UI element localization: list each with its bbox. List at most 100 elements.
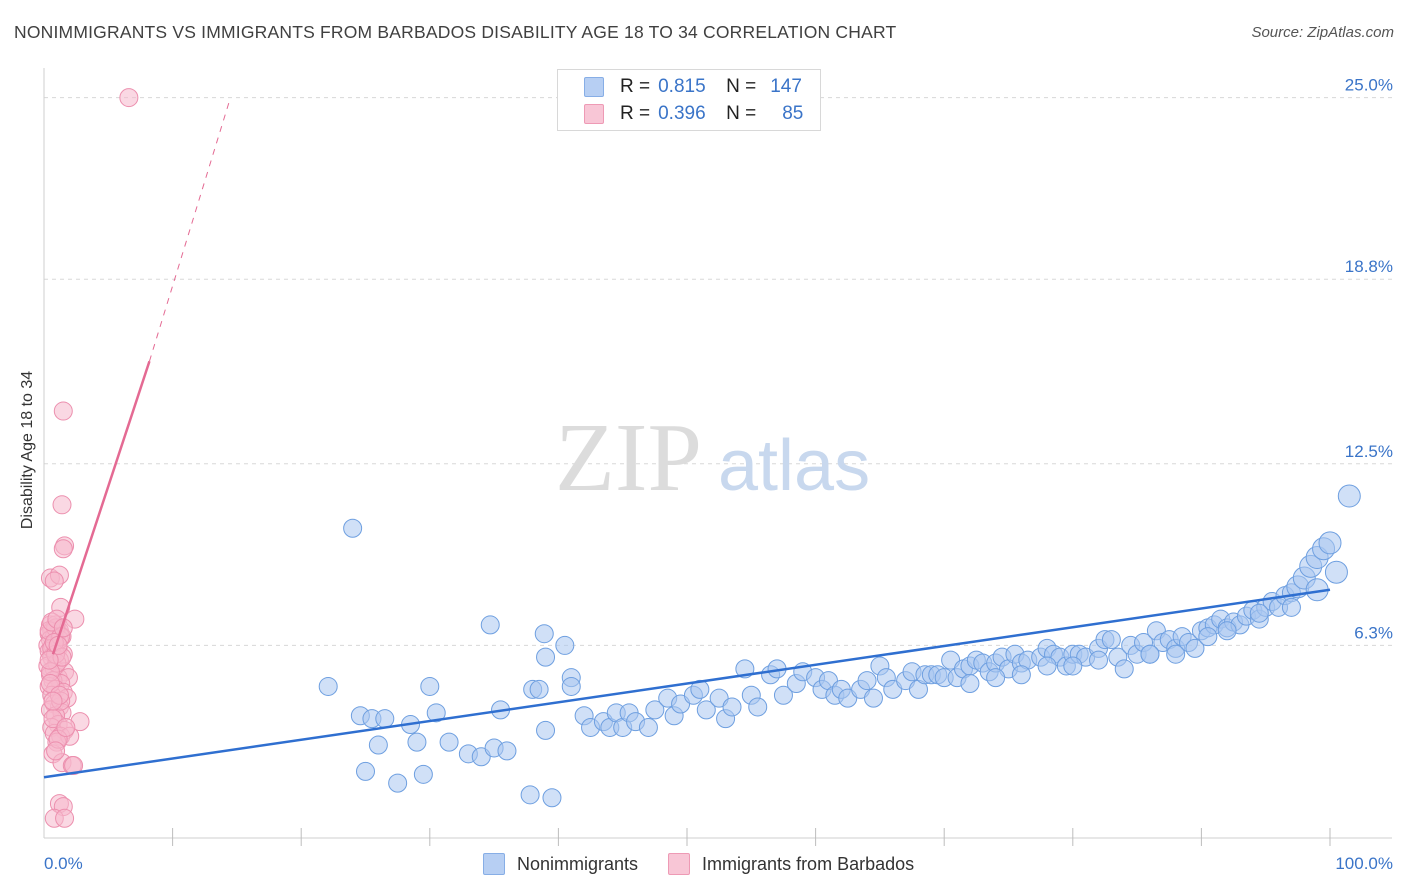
n-label: N = xyxy=(726,103,757,124)
nonimmigrant-point xyxy=(388,773,408,793)
immigrant-point xyxy=(56,717,76,737)
nonimmigrant-point xyxy=(1318,531,1342,555)
legend-swatch-pink xyxy=(584,104,604,124)
r-value: 0.396 xyxy=(658,103,706,124)
y-tick-label: 12.5% xyxy=(1345,442,1393,461)
legend-swatch-blue xyxy=(584,77,604,97)
series-legend: Nonimmigrants Immigrants from Barbados xyxy=(483,852,944,876)
watermark-zip: ZIP xyxy=(555,404,702,512)
x-tick-label-100: 100.0% xyxy=(1335,854,1393,873)
r-label: R = xyxy=(620,76,651,97)
trend-immigrants xyxy=(51,360,151,655)
legend-swatch-blue xyxy=(483,853,505,875)
stats-legend: R = 0.815 N = 147 R = 0.396 N = 85 xyxy=(557,69,821,131)
immigrant-point xyxy=(53,539,73,559)
nonimmigrant-point xyxy=(1166,644,1186,664)
nonimmigrant-point xyxy=(480,615,500,635)
trend-nonimmigrants xyxy=(43,588,1331,779)
nonimmigrant-point xyxy=(1198,627,1218,647)
chart-title: NONIMMIGRANTS VS IMMIGRANTS FROM BARBADO… xyxy=(14,22,897,42)
nonimmigrant-point xyxy=(356,761,375,781)
nonimmigrant-point xyxy=(497,741,517,761)
n-value: 147 xyxy=(770,76,802,97)
nonimmigrant-point xyxy=(542,788,562,808)
x-tick-label-0: 0.0% xyxy=(44,854,83,873)
nonimmigrant-point xyxy=(529,679,549,699)
trend-lines xyxy=(43,97,1331,779)
immigrant-point xyxy=(52,495,72,515)
n-label: N = xyxy=(726,76,757,97)
nonimmigrant-point xyxy=(1249,603,1269,623)
n-value: 85 xyxy=(782,103,804,124)
nonimmigrant-point xyxy=(534,624,554,644)
nonimmigrant-point xyxy=(1011,665,1031,685)
watermark: ZIP atlas xyxy=(555,404,870,512)
legend-row-nonimmigrants: R = 0.815 N = 147 xyxy=(584,75,802,99)
immigrant-point xyxy=(55,808,75,828)
legend-swatch-pink xyxy=(668,853,691,875)
y-axis-label: Disability Age 18 to 34 xyxy=(16,300,40,600)
nonimmigrant-point xyxy=(413,764,433,784)
immigrant-point xyxy=(53,618,73,638)
nonimmigrant-point xyxy=(857,671,877,691)
nonimmigrant-point xyxy=(960,674,980,694)
nonimmigrant-point xyxy=(407,732,427,752)
nonimmigrant-point xyxy=(986,668,1006,688)
r-value: 0.815 xyxy=(658,76,706,97)
immigrant-point xyxy=(46,741,66,761)
nonimmigrant-point xyxy=(690,679,710,699)
legend-row-immigrants: R = 0.396 N = 85 xyxy=(584,102,803,126)
nonimmigrant-point xyxy=(561,676,581,696)
nonimmigrant-point xyxy=(426,703,446,723)
nonimmigrant-point xyxy=(318,676,338,696)
nonimmigrant-point xyxy=(1089,650,1109,670)
nonimmigrant-point xyxy=(638,717,658,737)
nonimmigrant-point xyxy=(1337,484,1361,508)
nonimmigrant-point xyxy=(1037,656,1057,676)
nonimmigrant-point xyxy=(1101,630,1121,650)
nonimmigrant-point xyxy=(520,785,540,805)
source-credit: Source: ZipAtlas.com xyxy=(1251,24,1394,41)
x-ticks xyxy=(172,828,1331,846)
trend-immigrants-extension xyxy=(148,97,231,362)
nonimmigrant-point xyxy=(368,735,388,755)
nonimmigrant-point xyxy=(375,709,395,729)
y-axis-label-text: Disability Age 18 to 34 xyxy=(19,370,36,530)
legend-label-immigrants: Immigrants from Barbados xyxy=(702,853,915,874)
nonimmigrant-point xyxy=(722,697,742,717)
nonimmigrant-point xyxy=(645,700,665,720)
nonimmigrant-point xyxy=(420,676,440,696)
series-nonimmigrants-points xyxy=(318,484,1361,808)
immigrant-point xyxy=(119,88,139,108)
nonimmigrant-point xyxy=(343,518,363,538)
y-tick-label: 25.0% xyxy=(1345,76,1393,95)
series-immigrants-points xyxy=(38,88,139,828)
nonimmigrant-point xyxy=(748,697,768,717)
x-tick-labels: 0.0% 100.0% xyxy=(44,854,1393,873)
immigrant-point xyxy=(43,691,63,711)
nonimmigrant-point xyxy=(536,647,556,667)
legend-item-nonimmigrants[interactable]: Nonimmigrants xyxy=(483,853,638,875)
immigrant-point xyxy=(39,650,59,670)
nonimmigrant-point xyxy=(773,685,793,705)
nonimmigrant-point xyxy=(536,720,556,740)
nonimmigrant-point xyxy=(1324,560,1348,584)
nonimmigrant-point xyxy=(439,732,459,752)
r-label: R = xyxy=(620,103,651,124)
legend-label-nonimmigrants: Nonimmigrants xyxy=(517,853,639,874)
nonimmigrant-point xyxy=(555,635,575,655)
watermark-atlas: atlas xyxy=(718,426,870,506)
y-tick-label: 18.8% xyxy=(1345,257,1393,276)
nonimmigrant-point xyxy=(1114,659,1134,679)
nonimmigrant-point xyxy=(1185,638,1205,658)
y-tick-labels: 6.3% 12.5% 18.8% 25.0% xyxy=(1345,76,1393,643)
nonimmigrant-point xyxy=(1063,656,1083,676)
nonimmigrant-point xyxy=(696,700,716,720)
nonimmigrant-point xyxy=(1281,597,1301,617)
immigrant-point xyxy=(64,756,84,776)
nonimmigrant-point xyxy=(1217,621,1237,641)
legend-item-immigrants[interactable]: Immigrants from Barbados xyxy=(668,853,914,875)
nonimmigrant-point xyxy=(1140,644,1160,664)
y-tick-label: 6.3% xyxy=(1354,623,1393,642)
